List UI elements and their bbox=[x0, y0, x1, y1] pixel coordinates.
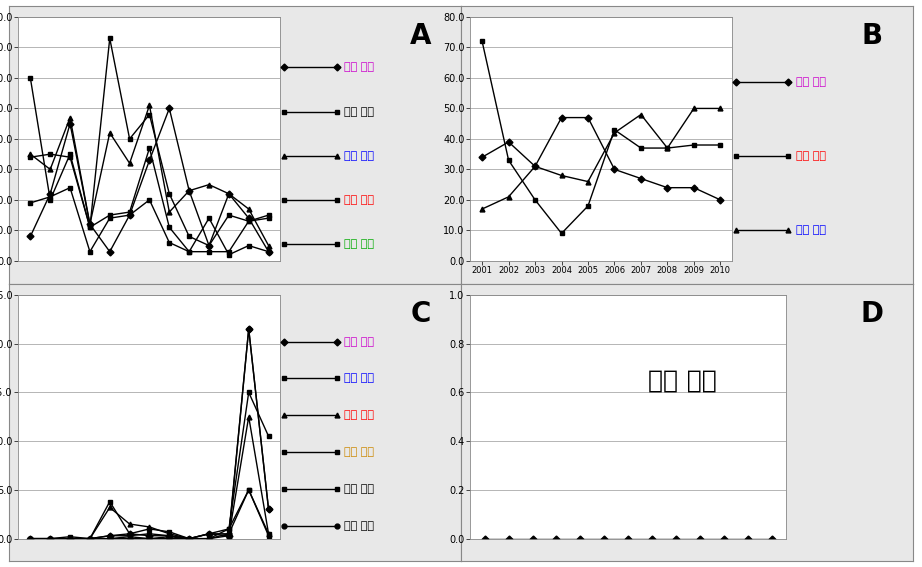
Text: 합전 쌍백: 합전 쌍백 bbox=[344, 62, 373, 73]
Text: 부여 부여: 부여 부여 bbox=[344, 521, 373, 531]
Text: 제전 청청: 제전 청청 bbox=[796, 225, 825, 235]
Text: 동해 부곡: 동해 부곡 bbox=[648, 369, 716, 393]
Text: 상주 내서: 상주 내서 bbox=[344, 337, 373, 346]
Text: B: B bbox=[861, 22, 882, 50]
Text: 강화 선원: 강화 선원 bbox=[796, 77, 825, 87]
Text: 포시 내초: 포시 내초 bbox=[344, 195, 373, 205]
Text: 태안 남면: 태안 남면 bbox=[344, 447, 373, 457]
Text: 전안 성환: 전안 성환 bbox=[344, 107, 373, 117]
Text: 철원 동송: 철원 동송 bbox=[796, 151, 825, 161]
Text: 여주 강초: 여주 강초 bbox=[344, 239, 373, 249]
Text: A: A bbox=[409, 22, 431, 50]
Text: 거제 거제: 거제 거제 bbox=[344, 151, 373, 161]
Text: 무주 적상: 무주 적상 bbox=[344, 484, 373, 494]
Text: 군위 군위: 군위 군위 bbox=[344, 411, 373, 420]
Text: D: D bbox=[860, 300, 883, 328]
Text: 영주 이산: 영주 이산 bbox=[344, 374, 373, 383]
Text: C: C bbox=[410, 300, 431, 328]
